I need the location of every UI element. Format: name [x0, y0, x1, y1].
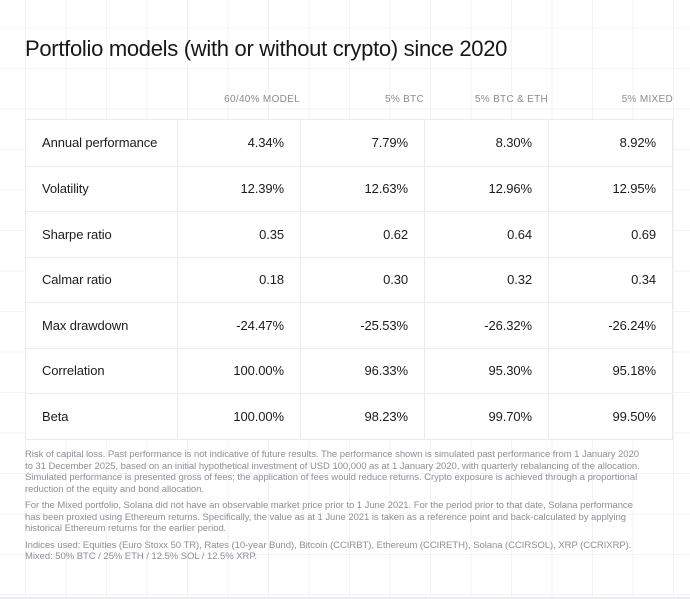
- table-cell: 0.18: [177, 257, 300, 302]
- column-header-5-btc: 5% BTC: [384, 93, 424, 105]
- row-label: Annual performance: [42, 135, 158, 151]
- table-cell: 12.95%: [548, 166, 672, 211]
- table-cell: 0.34: [548, 257, 672, 302]
- table-cell: 99.50%: [548, 394, 672, 439]
- footnote-mixed-portfolio-solana: For the Mixed portfolio, Solana did not …: [25, 500, 633, 534]
- table-row-calmar-ratio: Calmar ratio 0.18 0.30 0.32 0.34: [26, 256, 672, 302]
- row-label: Beta: [42, 408, 69, 424]
- table-cell: 100.00%: [177, 394, 300, 439]
- table-cell: 12.96%: [424, 166, 548, 211]
- table-column-headers: 60/40% MODEL 5% BTC 5% BTC & ETH 5% MIXE…: [25, 86, 673, 112]
- table-row-max-drawdown: Max drawdown -24.47% -25.53% -26.32% -26…: [26, 302, 672, 348]
- row-label: Max drawdown: [42, 317, 129, 333]
- table-cell: 7.79%: [300, 120, 424, 166]
- table-row-sharpe-ratio: Sharpe ratio 0.35 0.62 0.64 0.69: [26, 211, 672, 257]
- table-cell: 99.70%: [424, 394, 548, 439]
- table-cell: 8.30%: [424, 120, 548, 166]
- table-cell: 100.00%: [177, 348, 300, 393]
- table-cell: 96.33%: [300, 348, 424, 393]
- footnote-indices-used: Indices used: Equities (Euro Stoxx 50 TR…: [25, 539, 632, 563]
- table-cell: 0.35: [177, 212, 300, 257]
- table-row-beta: Beta 100.00% 98.23% 99.70% 99.50%: [26, 393, 672, 439]
- page-title: Portfolio models (with or without crypto…: [25, 36, 508, 61]
- table-cell: -26.32%: [424, 303, 548, 348]
- table-row-correlation: Correlation 100.00% 96.33% 95.30% 95.18%: [26, 347, 672, 393]
- footnote-risk-disclaimer: Risk of capital loss. Past performance i…: [25, 449, 640, 495]
- table-cell: 0.64: [424, 212, 548, 257]
- table-cell: 12.63%: [300, 166, 424, 211]
- column-header-5-btc-eth: 5% BTC & ETH: [474, 93, 548, 105]
- column-header-5-mixed: 5% MIXED: [621, 93, 673, 105]
- table-cell: -26.24%: [548, 303, 672, 348]
- disclaimer-footnotes: Risk of capital loss. Past performance i…: [25, 449, 649, 568]
- table-cell: -25.53%: [300, 303, 424, 348]
- row-label: Correlation: [42, 363, 105, 379]
- table-cell: 0.69: [548, 212, 672, 257]
- table-cell: 95.30%: [424, 348, 548, 393]
- table-cell: -24.47%: [177, 303, 300, 348]
- column-header-6040-model: 60/40% MODEL: [224, 93, 300, 105]
- table-row-annual-performance: Annual performance 4.34% 7.79% 8.30% 8.9…: [26, 120, 672, 166]
- bottom-edge-divider: [0, 597, 690, 599]
- table-cell: 0.62: [300, 212, 424, 257]
- row-label: Volatility: [42, 181, 89, 197]
- metrics-table: Annual performance 4.34% 7.79% 8.30% 8.9…: [25, 119, 673, 440]
- table-row-volatility: Volatility 12.39% 12.63% 12.96% 12.95%: [26, 165, 672, 211]
- table-cell: 95.18%: [548, 348, 672, 393]
- row-label: Sharpe ratio: [42, 226, 112, 242]
- table-cell: 8.92%: [548, 120, 672, 166]
- table-cell: 0.32: [424, 257, 548, 302]
- table-cell: 0.30: [300, 257, 424, 302]
- table-cell: 4.34%: [177, 120, 300, 166]
- table-cell: 12.39%: [177, 166, 300, 211]
- row-label: Calmar ratio: [42, 272, 112, 288]
- table-cell: 98.23%: [300, 394, 424, 439]
